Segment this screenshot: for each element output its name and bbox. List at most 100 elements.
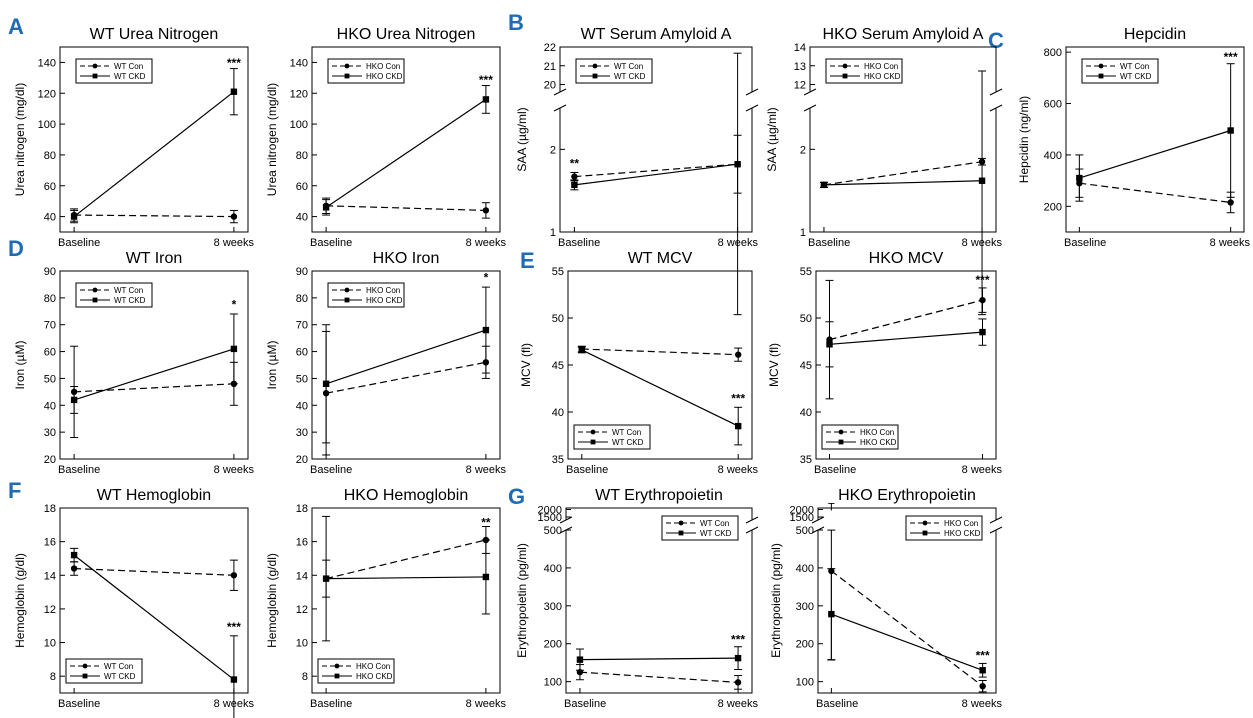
data-point-square bbox=[230, 345, 238, 353]
series-line bbox=[823, 180, 983, 186]
panel-letter-b: B bbox=[508, 10, 524, 35]
data-point-square bbox=[978, 177, 986, 184]
series-line bbox=[1079, 182, 1231, 204]
legend-box bbox=[327, 282, 405, 308]
x-tick-label: 8 weeks bbox=[466, 237, 507, 249]
y-tick-label: 22 bbox=[544, 42, 556, 54]
series-line bbox=[74, 214, 234, 218]
y-tick-label: 100 bbox=[544, 677, 562, 689]
data-point-circle bbox=[230, 213, 238, 220]
legend-marker-circle bbox=[838, 429, 844, 435]
data-point-circle bbox=[230, 572, 238, 579]
x-tick-label: 8 weeks bbox=[214, 464, 255, 476]
y-tick-label: 2 bbox=[550, 144, 556, 156]
x-tick-label: 8 weeks bbox=[962, 464, 1003, 476]
legend-marker-circle bbox=[344, 287, 350, 293]
chart-title: WT Urea Nitrogen bbox=[90, 26, 219, 43]
y-tick-label: 1500 bbox=[790, 512, 814, 524]
data-point-square bbox=[576, 656, 584, 663]
y-tick-label: 20 bbox=[296, 454, 308, 466]
y-tick-label: 200 bbox=[796, 639, 814, 651]
legend-marker-square bbox=[1098, 73, 1104, 79]
legend-box bbox=[327, 58, 405, 84]
chart-hko-urea: HKO Urea Nitrogen 40 60 80 100 120 140 Urea nit… bbox=[265, 26, 506, 249]
y-tick-label: 70 bbox=[296, 320, 308, 332]
data-point-square bbox=[482, 96, 490, 103]
y-tick-label: 12 bbox=[794, 80, 806, 92]
y-tick-label: 40 bbox=[552, 407, 564, 419]
y-tick-label: 16 bbox=[44, 537, 56, 549]
data-point-square bbox=[230, 88, 238, 95]
series-line bbox=[325, 98, 487, 208]
series-hko-con bbox=[819, 157, 987, 189]
plot-frame bbox=[59, 46, 249, 233]
x-tick-label: 8 weeks bbox=[718, 464, 759, 476]
legend-entry: HKO CKD bbox=[944, 529, 981, 538]
y-tick-label: 12 bbox=[44, 604, 56, 616]
legend-box bbox=[825, 58, 903, 84]
axis-break-mark bbox=[553, 88, 567, 96]
series-wt-con bbox=[1075, 168, 1235, 214]
y-tick-label: 100 bbox=[38, 119, 56, 131]
axis-break-mark bbox=[989, 104, 1003, 112]
plot-frame bbox=[311, 507, 501, 694]
data-point-square bbox=[826, 341, 833, 348]
series-wt-ckd bbox=[70, 68, 238, 224]
series-line bbox=[831, 613, 983, 671]
chart-title: WT Iron bbox=[126, 250, 183, 267]
axis-break-mark bbox=[803, 88, 817, 96]
series-wt-ckd bbox=[1075, 63, 1235, 202]
significance-marker: *** bbox=[975, 273, 989, 287]
legend-entry: WT Con bbox=[612, 428, 641, 437]
panel-letter-e: E bbox=[520, 248, 535, 273]
y-tick-label: 600 bbox=[1044, 99, 1062, 111]
chart-title: HKO Serum Amyloid A bbox=[823, 26, 984, 43]
x-tick-label: Baseline bbox=[310, 464, 352, 476]
x-tick-label: Baseline bbox=[58, 237, 100, 249]
chart-title: HKO Erythropoietin bbox=[838, 487, 976, 504]
series-line bbox=[73, 91, 235, 218]
y-tick-label: 35 bbox=[552, 454, 564, 466]
axis-break-mark bbox=[559, 516, 573, 524]
chart-hko-iron: HKO Iron 20 30 40 50 60 70 80 90 Iron (µM) Baselin… bbox=[265, 250, 506, 476]
y-tick-label: 140 bbox=[38, 57, 56, 69]
data-point-square bbox=[828, 610, 835, 618]
panel-letter-a: A bbox=[8, 14, 24, 39]
significance-marker: *** bbox=[227, 56, 241, 70]
y-tick-label: 35 bbox=[800, 454, 812, 466]
data-point-square bbox=[70, 551, 78, 559]
y-axis-label: Iron (µM) bbox=[265, 341, 279, 390]
axis-break-mark bbox=[989, 526, 1003, 534]
data-point-circle bbox=[482, 207, 490, 214]
series-line bbox=[829, 331, 983, 345]
legend-marker-square bbox=[590, 439, 596, 445]
y-axis-label: SAA (µg/ml) bbox=[765, 107, 779, 171]
y-tick-label: 300 bbox=[544, 601, 562, 613]
chart-title: HKO Iron bbox=[373, 250, 440, 267]
x-tick-label: Baseline bbox=[814, 464, 856, 476]
legend-box bbox=[75, 282, 153, 308]
series-wt-con bbox=[70, 345, 238, 439]
panel-letter-g: G bbox=[508, 484, 525, 509]
x-tick-label: Baseline bbox=[808, 237, 850, 249]
y-tick-label: 30 bbox=[296, 427, 308, 439]
series-wt-con bbox=[70, 559, 238, 591]
legend-marker-circle bbox=[678, 520, 684, 526]
significance-marker: * bbox=[484, 271, 489, 285]
y-tick-label: 40 bbox=[800, 407, 812, 419]
data-point-circle bbox=[571, 173, 578, 180]
x-tick-label: Baseline bbox=[58, 464, 100, 476]
x-tick-label: Baseline bbox=[310, 698, 352, 710]
y-tick-label: 2 bbox=[800, 144, 806, 156]
legend-marker-square bbox=[592, 73, 598, 79]
data-point-square bbox=[482, 573, 490, 581]
legend-marker-square bbox=[344, 73, 350, 79]
chart-title: HKO Urea Nitrogen bbox=[337, 26, 476, 43]
series-wt-ckd bbox=[70, 313, 238, 414]
